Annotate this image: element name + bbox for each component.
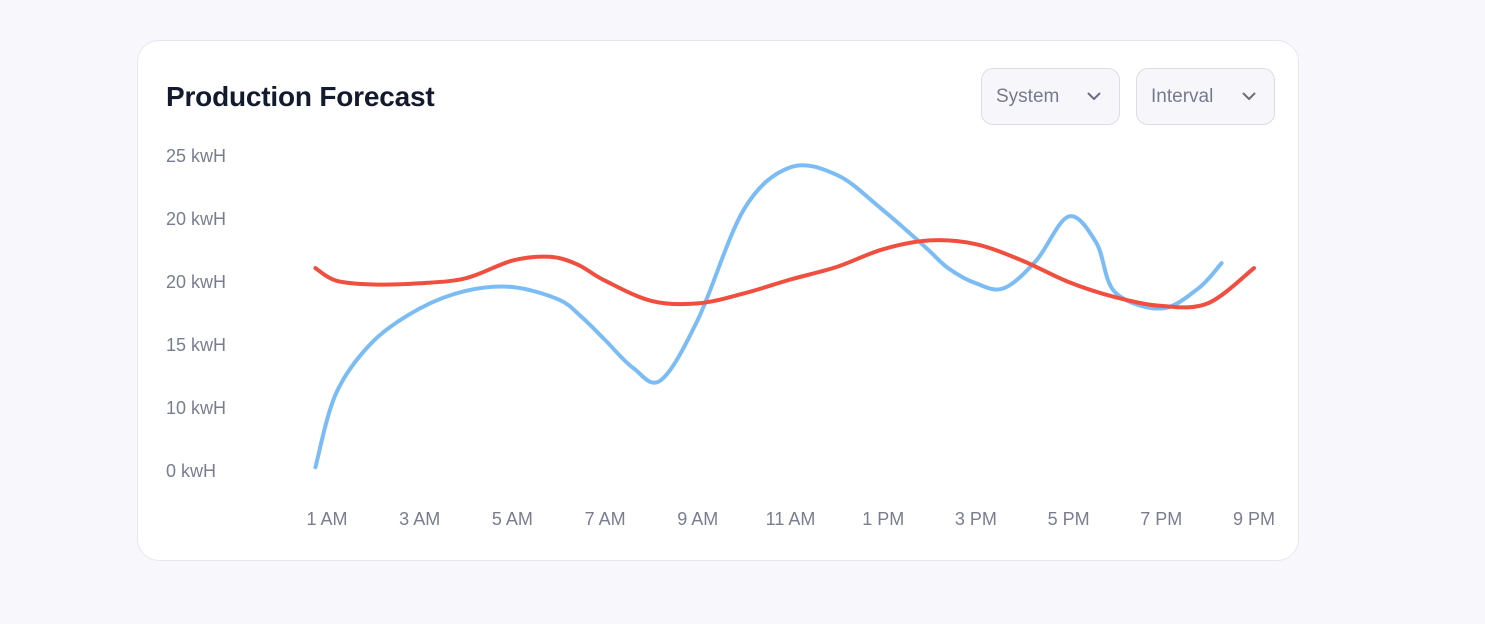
chevron-down-icon <box>1242 92 1256 101</box>
x-tick-label: 3 AM <box>399 509 440 529</box>
system-dropdown-label: System <box>996 85 1060 107</box>
card-title: Production Forecast <box>166 81 435 112</box>
chevron-down-icon <box>1087 92 1101 101</box>
series-layer <box>313 163 1256 470</box>
x-tick-label: 9 AM <box>677 509 718 529</box>
y-tick-label: 10 kwH <box>166 398 226 418</box>
interval-dropdown-label: Interval <box>1151 85 1214 107</box>
y-tick-label: 20 kwH <box>166 209 226 229</box>
x-tick-label: 7 PM <box>1140 509 1182 529</box>
production-chart: 25 kwH 20 kwH 20 kwH 15 kwH 10 kwH 0 kwH 1 AM… <box>166 146 1275 529</box>
y-tick-label: 20 kwH <box>166 272 226 292</box>
interval-dropdown[interactable]: Interval <box>1136 68 1275 125</box>
y-tick-label: 0 kwH <box>166 461 216 481</box>
x-tick-label: 5 AM <box>492 509 533 529</box>
production-forecast-card: Production Forecast System Interval 25 k… <box>137 40 1299 561</box>
x-tick-label: 3 PM <box>955 509 997 529</box>
x-tick-label: 9 PM <box>1233 509 1275 529</box>
y-axis: 25 kwH 20 kwH 20 kwH 15 kwH 10 kwH 0 kwH <box>166 146 226 481</box>
x-axis: 1 AM 3 AM 5 AM 7 AM 9 AM 11 AM 1 PM 3 PM 5 PM 7 P… <box>306 509 1275 529</box>
y-tick-label: 25 kwH <box>166 146 226 166</box>
y-tick-label: 15 kwH <box>166 335 226 355</box>
x-tick-label: 1 AM <box>306 509 347 529</box>
system-dropdown[interactable]: System <box>981 68 1120 125</box>
x-tick-label: 7 AM <box>585 509 626 529</box>
x-tick-label: 11 AM <box>766 509 816 529</box>
series-line-red <box>313 238 1256 310</box>
series-line-blue <box>313 163 1224 470</box>
x-tick-label: 5 PM <box>1048 509 1090 529</box>
x-tick-label: 1 PM <box>862 509 904 529</box>
